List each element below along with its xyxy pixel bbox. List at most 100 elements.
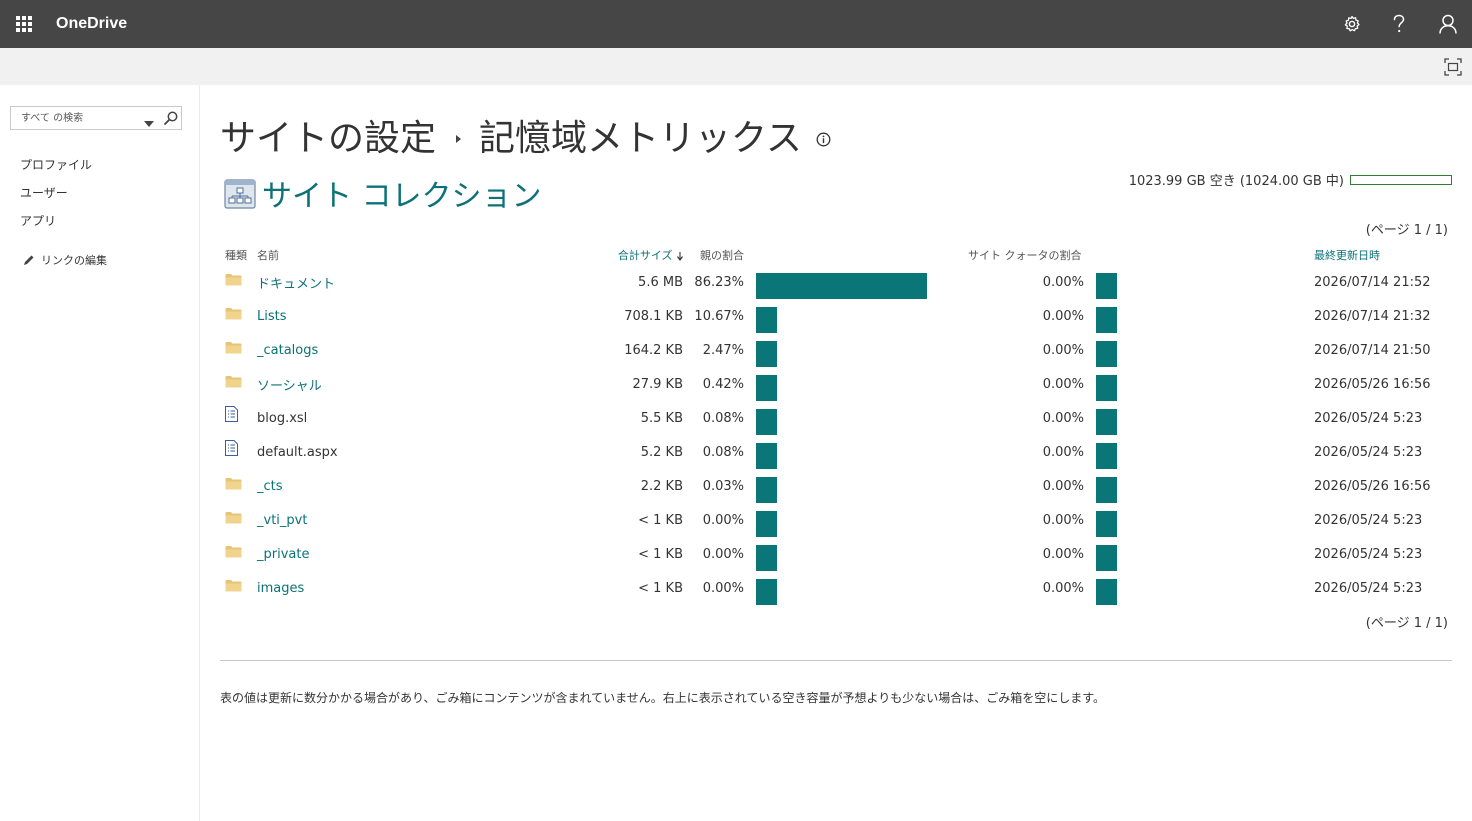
item-name-link[interactable]: _cts (257, 478, 283, 494)
parent-percentage-bar (756, 273, 927, 299)
folder-icon (225, 375, 242, 388)
item-parent-percentage: 0.08% (702, 444, 744, 460)
search-box (10, 106, 182, 130)
item-quota-percentage: 0.00% (1042, 444, 1084, 460)
item-quota-percentage: 0.00% (1042, 546, 1084, 562)
nav-item-profile[interactable]: プロファイル (20, 158, 93, 172)
item-total-size: 5.2 KB (640, 444, 683, 460)
item-name-link[interactable]: ソーシャル (257, 378, 322, 394)
item-parent-percentage: 0.00% (702, 512, 744, 528)
search-input[interactable] (11, 107, 139, 129)
table-row: _cts 2.2 KB 0.03% 0.00% 2026/05/26 16:56 (220, 469, 1452, 503)
sort-descending-icon (677, 251, 683, 261)
folder-icon (225, 477, 242, 490)
quota-percentage-bar (1096, 545, 1117, 571)
item-last-modified: 2026/05/26 16:56 (1314, 478, 1431, 494)
item-name: default.aspx (257, 444, 338, 460)
header-total-size-label: 合計サイズ (617, 249, 673, 262)
storage-summary: 1023.99 GB 空き (1024.00 GB 中) (1129, 170, 1452, 189)
app-launcher-icon[interactable] (0, 0, 48, 48)
folder-icon (225, 511, 242, 524)
item-total-size: < 1 KB (638, 580, 683, 596)
item-quota-percentage: 0.00% (1042, 274, 1084, 290)
nav-item-users[interactable]: ユーザー (20, 186, 68, 200)
suite-bar: OneDrive (0, 0, 1472, 48)
item-quota-percentage: 0.00% (1042, 512, 1084, 528)
folder-icon (225, 307, 242, 320)
table-row: _vti_pvt < 1 KB 0.00% 0.00% 2026/05/24 5:23 (220, 503, 1452, 537)
item-quota-percentage: 0.00% (1042, 478, 1084, 494)
main-content: サイトの設定 記憶域メトリックス サイト コレクション 1023.99 GB 空… (220, 85, 1452, 821)
quota-percentage-bar (1096, 341, 1117, 367)
item-total-size: 708.1 KB (624, 308, 683, 324)
quota-percentage-bar (1096, 477, 1117, 503)
item-name-link[interactable]: _private (257, 546, 310, 562)
edit-links-button[interactable]: リンクの編集 (22, 252, 107, 268)
item-name-link[interactable]: _vti_pvt (257, 512, 308, 528)
item-quota-percentage: 0.00% (1042, 342, 1084, 358)
item-name-link[interactable]: images (257, 580, 305, 596)
table-row: blog.xsl 5.5 KB 0.08% 0.00% 2026/05/24 5:23 (220, 401, 1452, 435)
item-total-size: 5.6 MB (638, 274, 683, 290)
user-profile-icon[interactable] (1424, 0, 1472, 48)
item-total-size: < 1 KB (638, 512, 683, 528)
header-parent-percentage: 親の割合 (700, 249, 744, 262)
divider (220, 660, 1452, 661)
item-total-size: 2.2 KB (640, 478, 683, 494)
quota-percentage-bar (1096, 579, 1117, 605)
header-quota-percentage: サイト クォータの割合 (968, 249, 1082, 262)
item-parent-percentage: 10.67% (694, 308, 744, 324)
ribbon-bar (0, 48, 1472, 85)
item-parent-percentage: 0.42% (702, 376, 744, 392)
footnote: 表の値は更新に数分かかる場合があり、ごみ箱にコンテンツが含まれていません。右上に… (220, 691, 1106, 705)
item-last-modified: 2026/05/24 5:23 (1314, 444, 1423, 460)
quota-percentage-bar (1096, 443, 1117, 469)
storage-usage-bar (1350, 174, 1452, 185)
search-icon[interactable] (163, 110, 179, 126)
table-row: ソーシャル 27.9 KB 0.42% 0.00% 2026/05/26 16:56 (220, 367, 1452, 401)
document-icon (225, 405, 238, 422)
item-name-link[interactable]: ドキュメント (257, 276, 336, 292)
item-parent-percentage: 0.08% (702, 410, 744, 426)
table-row: Lists 708.1 KB 10.67% 0.00% 2026/07/14 21:32 (220, 299, 1452, 333)
left-navigation: プロファイル ユーザー アプリ リンクの編集 (0, 85, 200, 821)
parent-percentage-bar (756, 341, 777, 367)
item-name-link[interactable]: _catalogs (257, 342, 319, 358)
breadcrumb-site-settings[interactable]: サイトの設定 (220, 118, 437, 159)
app-name[interactable]: OneDrive (56, 15, 128, 32)
pencil-icon (24, 255, 34, 265)
item-quota-percentage: 0.00% (1042, 308, 1084, 324)
nav-item-apps[interactable]: アプリ (20, 214, 57, 228)
settings-gear-icon[interactable] (1328, 0, 1376, 48)
info-icon[interactable] (816, 132, 831, 147)
help-question-icon[interactable] (1375, 0, 1423, 48)
header-last-modified[interactable]: 最終更新日時 (1314, 249, 1380, 262)
quota-percentage-bar (1096, 375, 1117, 401)
header-name: 名前 (257, 249, 279, 262)
parent-percentage-bar (756, 477, 777, 503)
item-quota-percentage: 0.00% (1042, 580, 1084, 596)
item-quota-percentage: 0.00% (1042, 376, 1084, 392)
quota-percentage-bar (1096, 409, 1117, 435)
page-title: サイトの設定 記憶域メトリックス (220, 109, 831, 161)
item-last-modified: 2026/05/24 5:23 (1314, 512, 1423, 528)
quota-percentage-bar (1096, 273, 1117, 299)
item-parent-percentage: 86.23% (694, 274, 744, 290)
item-parent-percentage: 0.00% (702, 580, 744, 596)
folder-icon (225, 545, 242, 558)
quota-percentage-bar (1096, 511, 1117, 537)
search-scope-dropdown-icon[interactable] (143, 114, 155, 127)
focus-content-icon[interactable] (1444, 58, 1462, 76)
item-last-modified: 2026/07/14 21:32 (1314, 308, 1431, 324)
parent-percentage-bar (756, 375, 777, 401)
item-quota-percentage: 0.00% (1042, 410, 1084, 426)
parent-percentage-bar (756, 511, 777, 537)
parent-percentage-bar (756, 307, 777, 333)
item-last-modified: 2026/05/24 5:23 (1314, 410, 1423, 426)
header-type: 種類 (225, 249, 247, 262)
header-total-size[interactable]: 合計サイズ (580, 245, 683, 265)
item-last-modified: 2026/05/24 5:23 (1314, 580, 1423, 596)
item-total-size: 164.2 KB (624, 342, 683, 358)
item-name-link[interactable]: Lists (257, 308, 287, 324)
parent-percentage-bar (756, 579, 777, 605)
